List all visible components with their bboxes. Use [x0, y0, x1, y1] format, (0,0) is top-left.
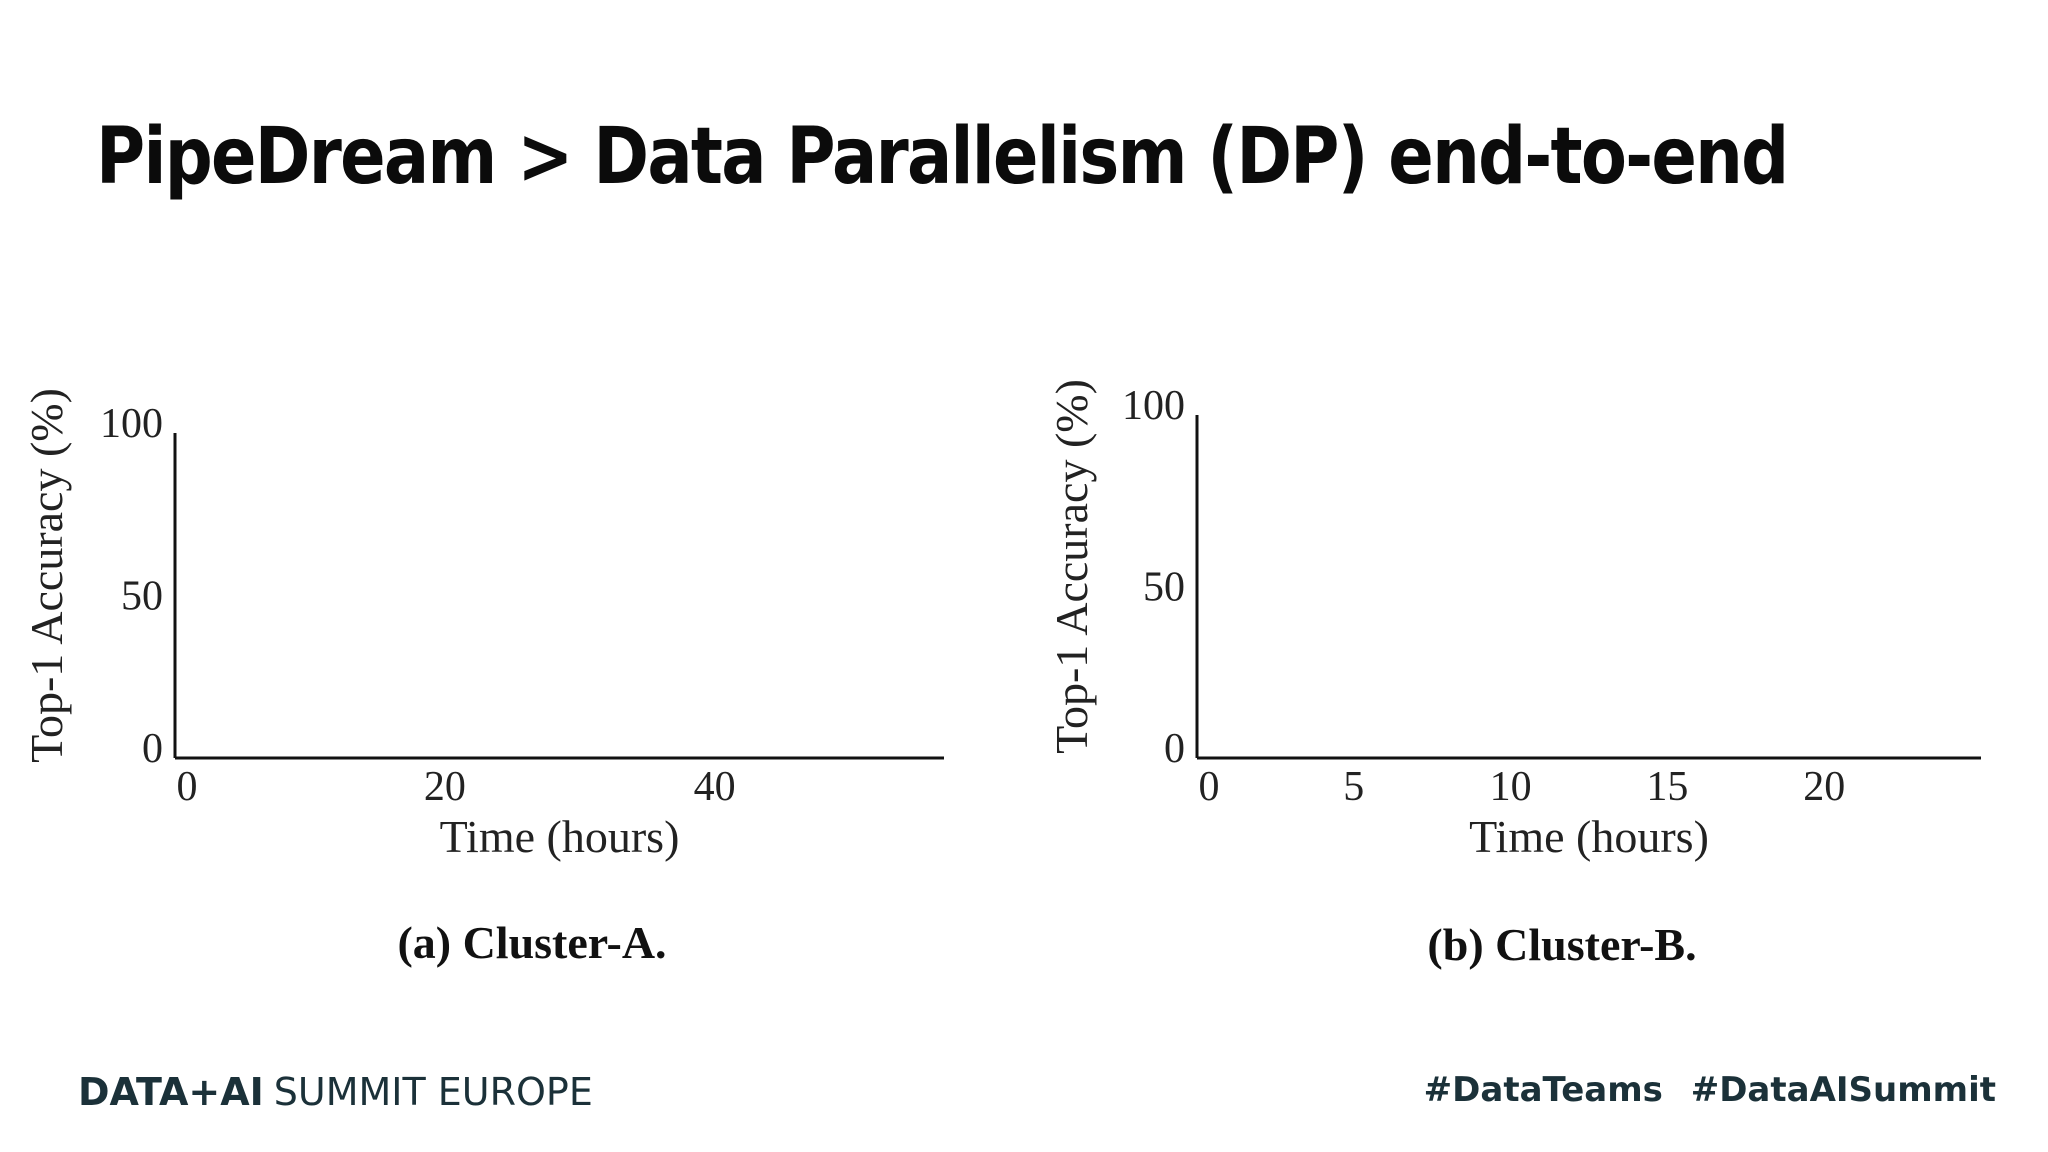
hashtag-data-teams: #DataTeams: [1423, 1070, 1663, 1110]
event-logo-name: SUMMIT EUROPE: [273, 1070, 593, 1114]
y-tick-label: 50: [1143, 565, 1185, 611]
y-tick-label: 0: [1164, 726, 1185, 772]
hashtag-data-ai-summit: #DataAISummit: [1690, 1070, 1996, 1110]
slide-title: PipeDream > Data Parallelism (DP) end-to…: [96, 112, 1789, 202]
x-tick-label: 0: [1199, 764, 1220, 810]
x-axis-label: Time (hours): [440, 811, 680, 862]
event-logo: DATA+AI SUMMIT EUROPE: [78, 1070, 593, 1114]
event-logo-brand: DATA+AI: [78, 1070, 264, 1114]
y-axis-label: Top-1 Accuracy (%): [21, 388, 72, 763]
x-axis-label: Time (hours): [1469, 811, 1709, 862]
y-tick-label: 100: [1122, 383, 1185, 429]
x-tick-label: 20: [1803, 764, 1845, 810]
chart-caption: (b) Cluster-B.: [1427, 919, 1696, 970]
x-tick-label: 5: [1343, 764, 1364, 810]
chart-cluster-a: 0 50 100 0 20 40 Time (hours) Top-1 Accuracy (%…: [21, 388, 944, 968]
y-tick-label: 50: [121, 574, 163, 620]
y-axis-label: Top-1 Accuracy (%): [1046, 379, 1097, 754]
x-tick-label: 0: [177, 764, 198, 810]
x-tick-label: 20: [424, 764, 466, 810]
chart-caption: (a) Cluster-A.: [397, 917, 666, 968]
y-tick-label: 100: [100, 401, 163, 447]
x-tick-label: 10: [1490, 764, 1532, 810]
hashtags: #DataTeams #DataAISummit: [1424, 1070, 1996, 1110]
x-tick-label: 40: [694, 764, 736, 810]
x-tick-label: 15: [1646, 764, 1688, 810]
chart-cluster-b: 0 50 100 0 5 10 15 20 Time (hours) Top-1 Accuracy…: [1046, 379, 1981, 970]
y-tick-label: 0: [142, 726, 163, 772]
